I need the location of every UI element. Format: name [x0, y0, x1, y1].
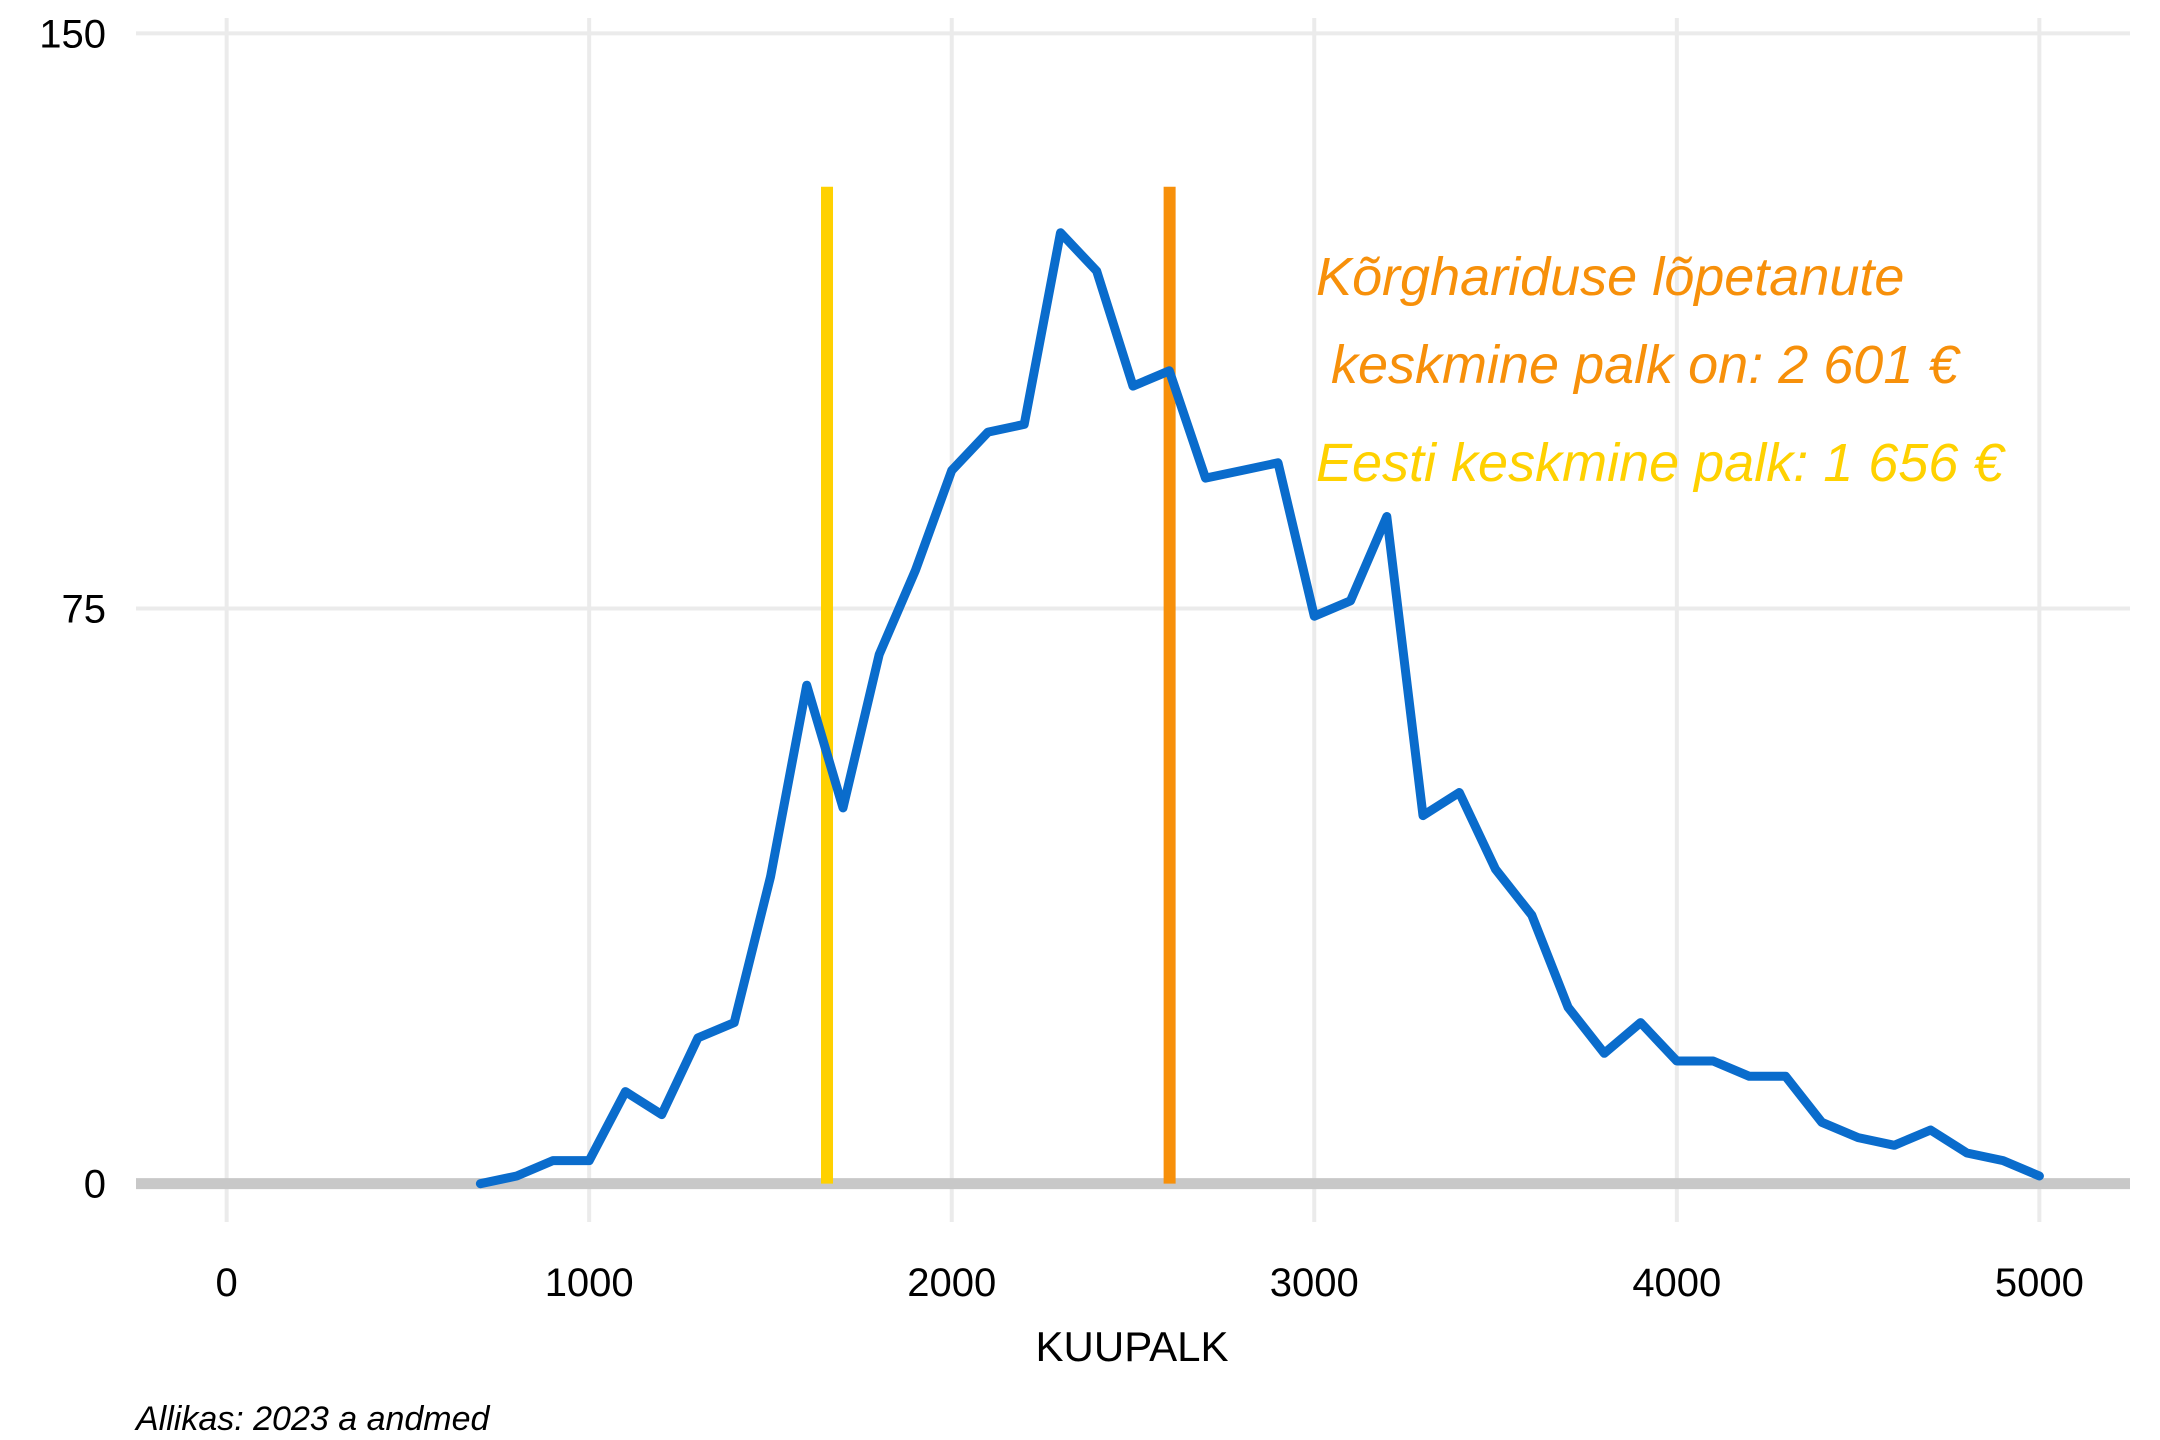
annotation-estonia-average: Eesti keskmine palk: 1 656 € — [1316, 433, 2006, 493]
x-tick-label-0: 0 — [216, 1261, 238, 1305]
x-tick-label-4: 4000 — [1632, 1261, 1721, 1305]
y-tick-label-0: 0 — [84, 1163, 106, 1207]
y-tick-label-2: 150 — [39, 12, 106, 56]
reference-lines — [821, 186, 1176, 1184]
y-axis-ticks: 0 75 150 — [39, 12, 106, 1206]
x-tick-label-1: 1000 — [545, 1261, 634, 1305]
x-tick-label-5: 5000 — [1995, 1261, 2084, 1305]
y-tick-label-1: 75 — [62, 587, 107, 631]
x-tick-label-2: 2000 — [907, 1261, 996, 1305]
grid — [136, 18, 2130, 1222]
x-tick-label-3: 3000 — [1270, 1261, 1359, 1305]
x-axis-ticks: 0 1000 2000 3000 4000 5000 — [216, 1261, 2084, 1305]
x-axis-label: KUUPALK — [1036, 1323, 1229, 1370]
series-layer — [475, 228, 2044, 1189]
series-line-0 — [475, 228, 2044, 1189]
annotation-higher-education-line2: keskmine palk on: 2 601 € — [1316, 335, 1961, 395]
annotation-higher-education-line1: Kõrghariduse lõpetanute — [1316, 247, 1904, 307]
source-caption: Allikas: 2023 a andmed — [134, 1400, 491, 1438]
